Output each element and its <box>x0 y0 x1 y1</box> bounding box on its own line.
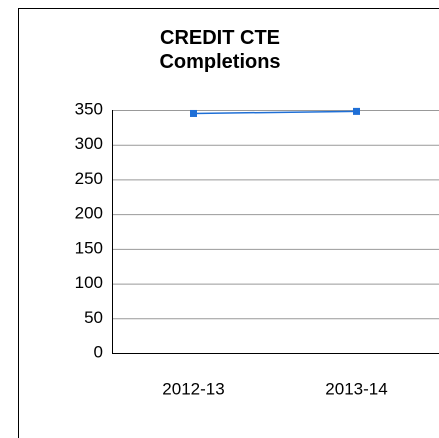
frame <box>18 8 439 438</box>
y-tick-label: 250 <box>75 169 103 188</box>
x-tick-label: 2012-13 <box>162 379 224 398</box>
y-tick-label: 100 <box>75 273 103 292</box>
series-line <box>193 110 357 115</box>
y-tick-label: 300 <box>75 134 103 153</box>
chart-title: CREDIT CTE Completions <box>159 27 281 73</box>
y-tick-label: 150 <box>75 238 103 257</box>
x-tick-label: 2013-14 <box>325 379 387 398</box>
point-marker <box>353 107 360 115</box>
y-tick-label: 50 <box>84 308 103 327</box>
y-tick-label: 0 <box>94 342 103 361</box>
y-tick-label: 200 <box>75 204 103 223</box>
y-tick-label: 350 <box>75 99 103 118</box>
point-marker <box>190 109 197 117</box>
